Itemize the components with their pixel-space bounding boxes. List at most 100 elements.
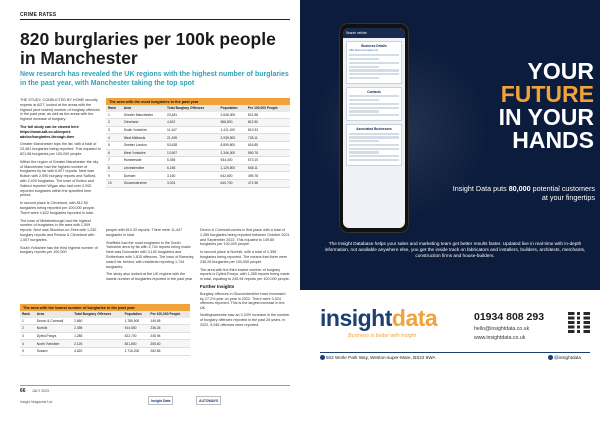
phone-search-bar: Search vehicle (343, 28, 405, 38)
footer-divider (320, 352, 590, 353)
section-label: CRIME RATES (20, 12, 57, 18)
paragraph: South Yorkshire has the third highest nu… (20, 245, 98, 255)
table-row: 4 West Midlands 21,495 2,939,900 728.11 (106, 133, 290, 142)
article-column-1: THE STUDY, CONDUCTED BY HOME security ex… (20, 98, 102, 258)
table-row: 1 Greater Manchester 23,481 2,848,300 821.98 (106, 111, 290, 120)
table-cell: 2,346,300 (218, 149, 246, 158)
insightdata-logo: insightdata (320, 305, 438, 331)
section-rule (20, 19, 290, 20)
table-cell: 914,500 (122, 324, 149, 333)
phone-number[interactable]: 01934 808 293 (474, 311, 545, 323)
table-cell: 13,907 (165, 149, 219, 158)
footer-rule (20, 385, 290, 386)
table-header: Rank (20, 311, 35, 318)
footer-publisher: Insight Magazine Ltd (20, 400, 53, 404)
table-title: The area with the lowest number of burgl… (20, 304, 190, 311)
table-cell: 6 (106, 149, 122, 158)
table-row: 6 West Yorkshire 13,907 2,346,300 590.78 (106, 149, 290, 158)
page-number: 66 (20, 388, 26, 394)
table-cell: Gloucestershire (121, 179, 166, 188)
list-item: Burglary offences in Gloucestershire hav… (200, 291, 286, 311)
table-cell: 495.78 (245, 171, 290, 180)
table-header: Area (121, 105, 166, 112)
social-icon (548, 355, 553, 361)
article-column-2: people with 810.33 reports. There were 1… (106, 228, 194, 285)
table-cell: 245.94 (148, 332, 190, 341)
table-cell: 3,024 (165, 179, 219, 188)
table-row: 1 Devon & Cornwall 2,660 1,785,900 149.85 (20, 317, 190, 326)
table-cell: Greater Manchester (121, 111, 166, 120)
website-link[interactable]: www.insightdata.co.uk (474, 335, 526, 341)
table-cell: 522,700 (122, 332, 149, 341)
table-cell: 11,447 (165, 126, 219, 135)
table-cell: 2 (20, 324, 35, 333)
list-item: Nottinghamshire saw an 0.33% increase in… (200, 312, 290, 327)
table-row: 10 Gloucestershire 3,024 640,700 471.98 (106, 179, 290, 188)
paragraph: Devon & Cornwall comes in first place wi… (200, 228, 290, 247)
table-header: Rank (106, 105, 122, 112)
phone-card: Contacts (346, 86, 402, 121)
table-cell: 7 (106, 156, 122, 165)
article-standfirst: New research has revealed the UK regions… (20, 71, 289, 87)
table-most-burglaries: The area with the most burglaries in the… (106, 98, 290, 188)
table-cell: 5,355 (165, 156, 219, 165)
ad-subheadline: Insight Data puts 80,000 potential custo… (452, 184, 595, 202)
table-row: 2 Cleveland 4,622 568,800 812.50 (106, 118, 290, 127)
brand-tagline: Business is better with insight (348, 333, 417, 339)
paragraph: The area with the third lowest number of… (200, 267, 290, 282)
article-headline: 820 burglaries per 100k people in Manche… (20, 29, 276, 68)
paragraph: Sheffield had the most burglaries in the… (106, 240, 194, 269)
table-cell: 4,622 (165, 118, 219, 127)
qr-code[interactable] (568, 311, 590, 333)
table-cell: 821.98 (245, 111, 290, 120)
paragraph: The town of Middlesbrough had the highes… (20, 218, 97, 242)
table-header: Area (34, 311, 73, 318)
table-cell: 831,800 (122, 339, 149, 348)
table-cell: 53,628 (165, 141, 219, 150)
table-cell: 2,848,300 (218, 111, 246, 120)
table-header: Population (218, 105, 246, 112)
further-insights: Further Insights Burglary offences in Gl… (200, 284, 290, 327)
location-icon (320, 355, 325, 361)
table-cell: Sussex (34, 347, 73, 356)
table-row: 3 South Yorkshire 11,447 1,411,100 810.33 (106, 126, 290, 135)
table-cell: 1,716,200 (122, 347, 149, 356)
email-link[interactable]: hello@insightdata.co.uk (474, 326, 530, 332)
table-cell: 1,125,500 (218, 164, 246, 173)
table-cell: 471.98 (245, 179, 290, 188)
table-cell: Leicestershire (121, 164, 166, 173)
table-cell: 8,899,800 (218, 141, 246, 150)
table-cell: 6,156 (165, 164, 219, 173)
table-cell: 642,600 (218, 171, 246, 180)
table-row: 7 Humberside 5,355 934,400 573.10 (106, 156, 290, 165)
social-handle[interactable]: @insightdata (548, 355, 581, 361)
table-cell: Humberside (121, 156, 166, 165)
table-cell: Cleveland (121, 118, 166, 127)
table-header: Total Burglary Offences (165, 105, 219, 112)
table-cell: 3 (20, 332, 35, 341)
table-cell: 149.85 (148, 317, 190, 326)
study-link[interactable]: The full study can be viewed here https:… (20, 124, 79, 139)
table-cell: 255.60 (148, 339, 190, 348)
phone-screen: Search vehicle Business Details ABC Moto… (343, 28, 405, 228)
table-cell: 616.85 (245, 141, 290, 150)
address: 502 Worle Park Way, Weston-super-Mare, B… (320, 355, 435, 361)
table-cell: 9 (106, 171, 122, 180)
paragraph: The study also looked at the UK regions … (106, 272, 193, 282)
table-cell: 262.65 (148, 347, 190, 356)
issue-date: JULY 2023 (32, 389, 49, 393)
table-cell: 2,939,900 (218, 133, 246, 142)
ad-body: The Insight Database helps your sales an… (324, 241, 586, 259)
table-row: 2 Norfolk 2,398 914,500 236.26 (20, 324, 190, 333)
table-cell: 3 (106, 126, 122, 135)
table-cell: 812.50 (245, 118, 290, 127)
ad-headline: YOUR FUTURE IN YOUR HANDS (498, 58, 594, 153)
table-lowest-burglaries: The area with the lowest number of burgl… (20, 304, 190, 356)
table-cell: South Yorkshire (121, 126, 166, 135)
table-cell: 568,800 (218, 118, 246, 127)
paragraph: Greater Manchester tops the list, with a… (20, 142, 101, 156)
table-row: 5 Greater London 53,628 8,899,800 616.85 (106, 141, 290, 150)
table-cell: 1,285 (72, 332, 123, 341)
table-cell: 3,160 (165, 171, 219, 180)
